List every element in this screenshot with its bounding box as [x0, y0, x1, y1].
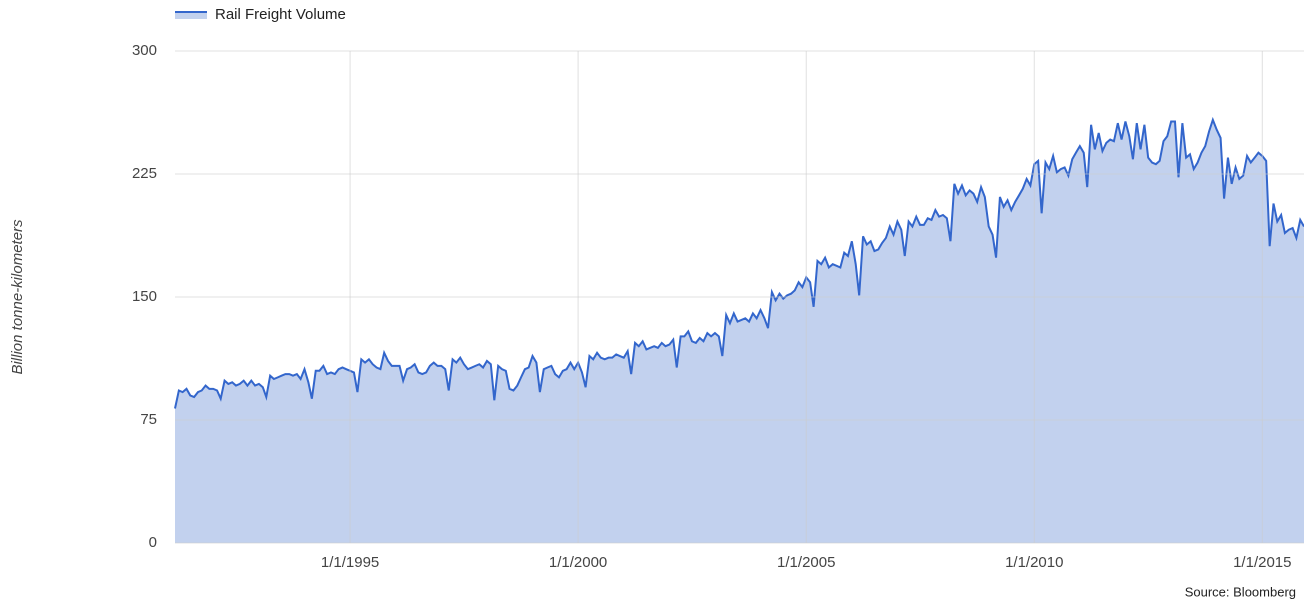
x-tick-label: 1/1/1995	[321, 554, 379, 571]
x-tick-label: 1/1/2000	[549, 554, 607, 571]
y-tick-label: 300	[132, 42, 157, 59]
y-tick-label: 0	[149, 534, 157, 551]
y-tick-label: 150	[132, 288, 157, 305]
source: Source: Bloomberg	[1185, 584, 1296, 599]
legend-swatch	[175, 11, 207, 19]
line	[174, 116, 1304, 409]
y-tick-label: 75	[140, 411, 157, 428]
x-tick-label: 1/1/2005	[777, 554, 835, 571]
legend-label: Rail Freight Volume	[215, 6, 346, 23]
x-tick-label: 1/1/2015	[1233, 554, 1291, 571]
x-tick-label: 1/1/2010	[1005, 554, 1063, 571]
y-axis-label: Billion tonne-kilometers	[9, 219, 26, 375]
y-tick-label: 225	[132, 165, 157, 182]
area	[175, 119, 1304, 543]
